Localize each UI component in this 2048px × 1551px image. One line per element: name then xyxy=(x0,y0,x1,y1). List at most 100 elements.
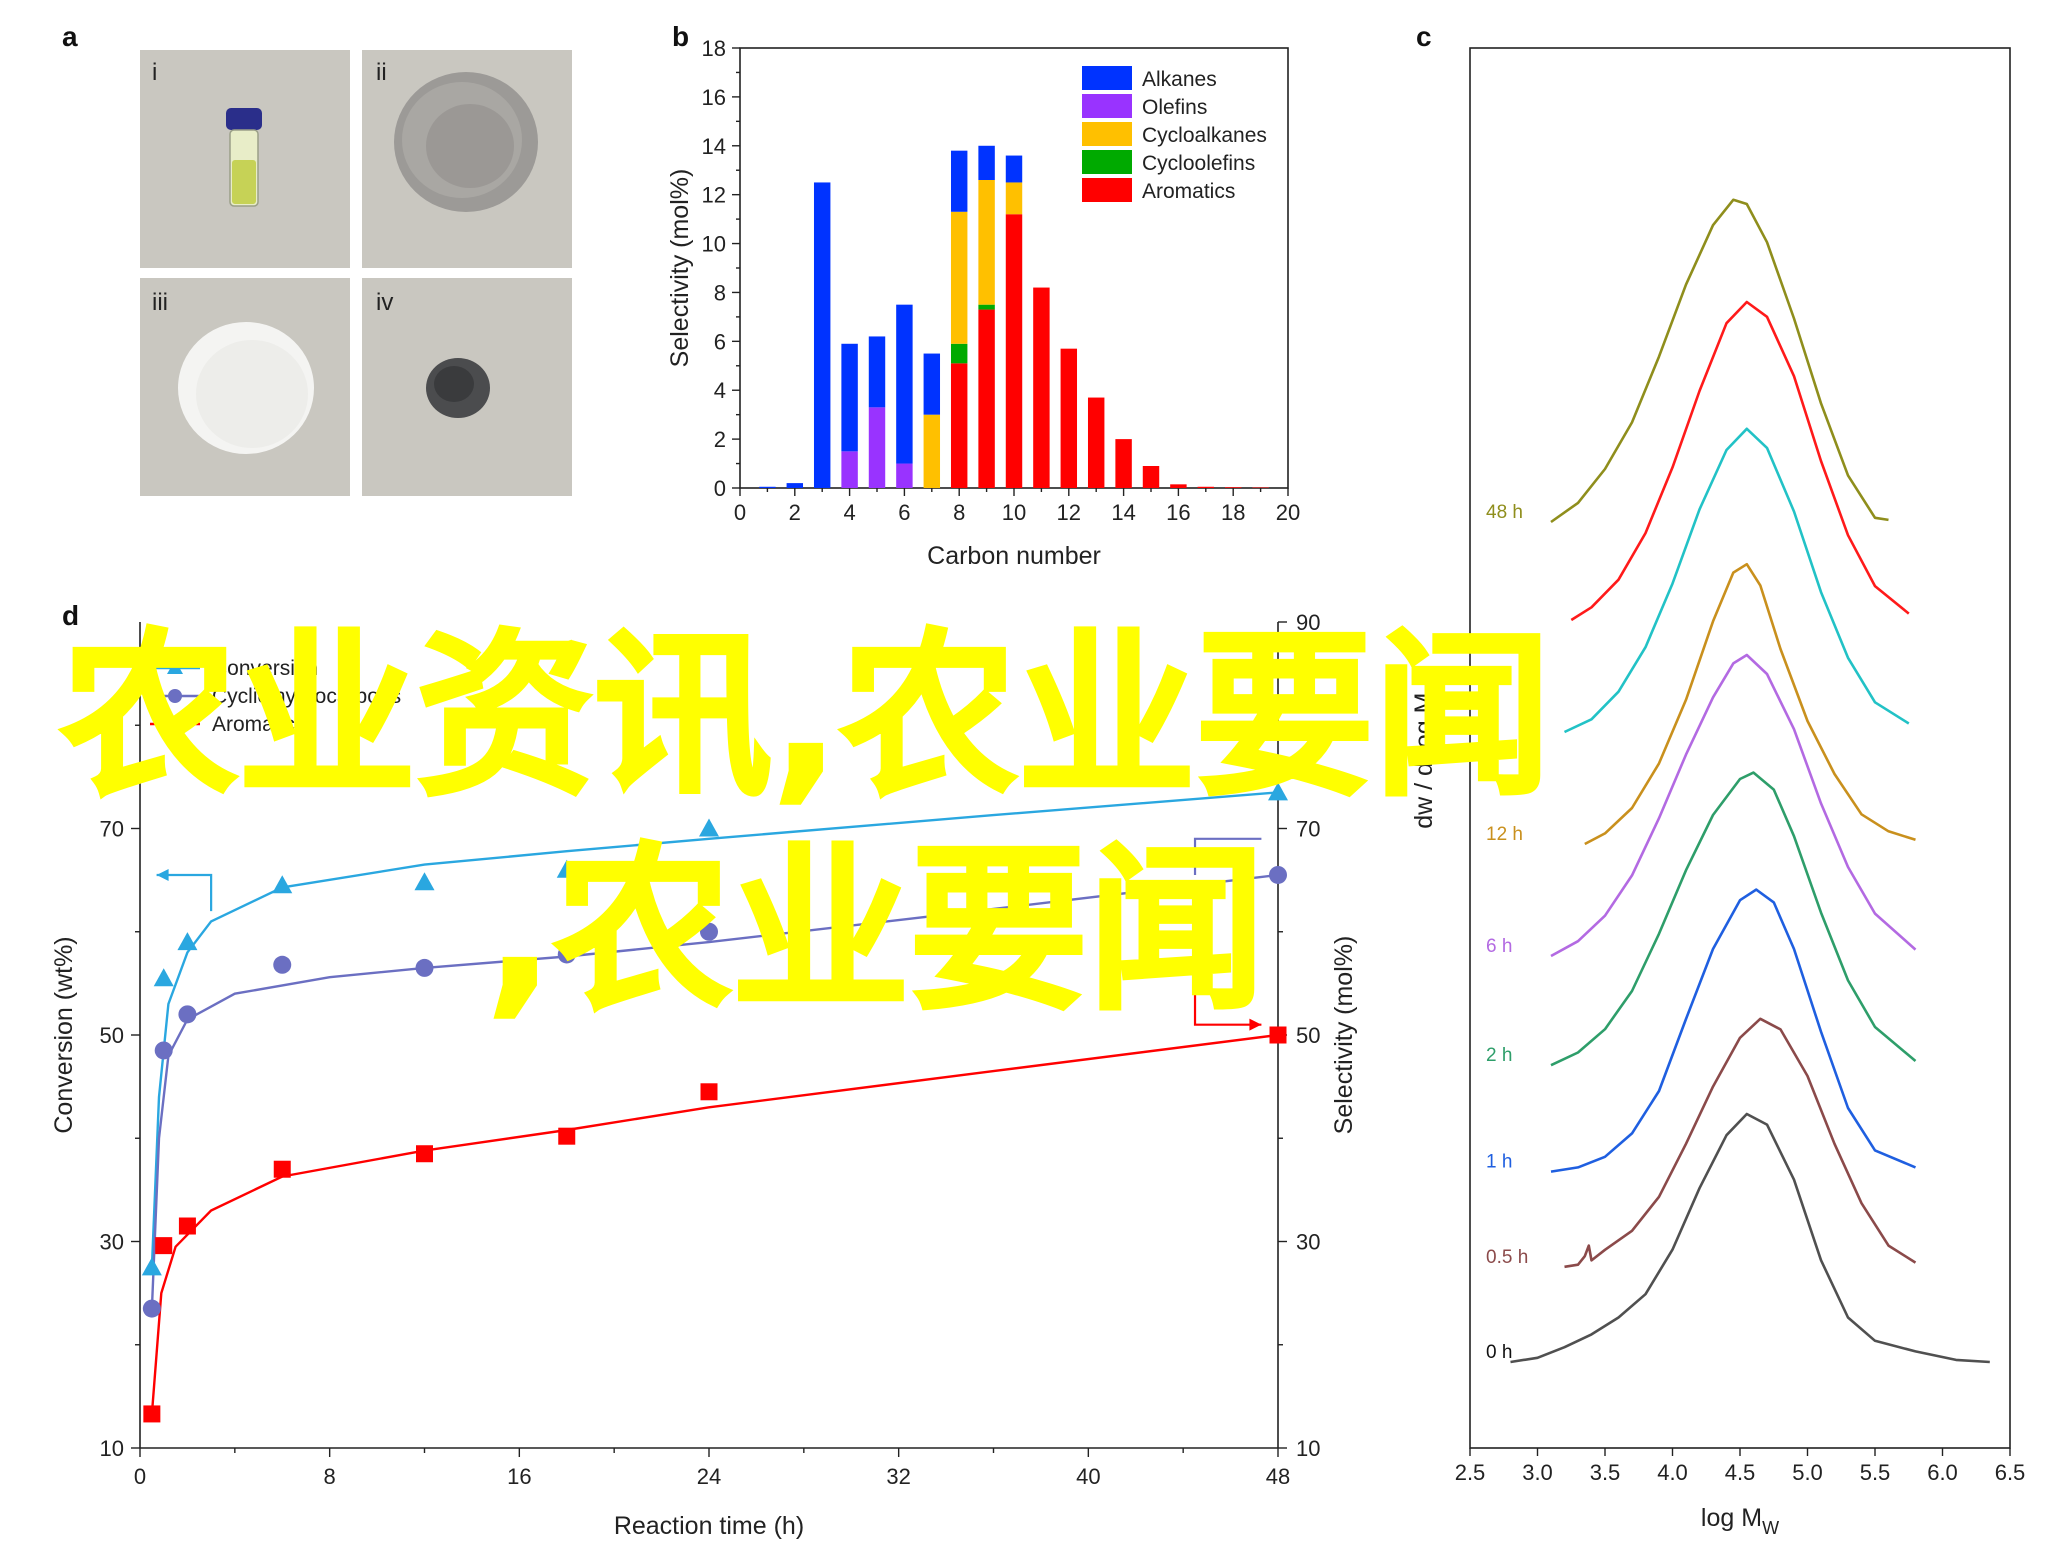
panel-b-letter: b xyxy=(672,21,689,52)
conversion-marker xyxy=(272,875,293,894)
gpc-curve xyxy=(1550,888,1917,1173)
x-axis-title: Carbon number xyxy=(927,542,1101,570)
bar-segment xyxy=(923,414,941,488)
curve-label: 1 h xyxy=(1486,1152,1512,1173)
x-tick-label: 5.0 xyxy=(1792,1460,1823,1485)
y-right-tick-label: 10 xyxy=(1296,1436,1320,1461)
gpc-curve xyxy=(1550,653,1917,958)
cyclic-marker xyxy=(415,958,434,977)
legend-label: Aromatics xyxy=(1142,180,1235,203)
curve-label: 2 h xyxy=(1486,1045,1512,1066)
x-tick-label: 3.0 xyxy=(1522,1460,1553,1485)
x-tick-label: 4.0 xyxy=(1657,1460,1688,1485)
x-tick-label: 14 xyxy=(1111,500,1135,525)
conversion-marker xyxy=(699,818,719,837)
aromatics-arrowhead xyxy=(1249,1018,1262,1031)
photo-iv-label: iv xyxy=(376,289,393,316)
aromatics-marker xyxy=(416,1145,433,1163)
legend-marker xyxy=(168,717,182,731)
cyclic-marker xyxy=(557,945,576,964)
legend-label: Alkanes xyxy=(1142,68,1217,91)
gpc-curve xyxy=(1564,1017,1917,1269)
y-right-tick-label: 70 xyxy=(1296,817,1320,842)
aromatics-marker xyxy=(178,1217,196,1235)
cyclic-marker xyxy=(1269,865,1287,884)
photo-iv: iv xyxy=(362,278,572,496)
overlay-text-line1: 农业资讯,农业要闻 xyxy=(60,613,1552,820)
legend-swatch xyxy=(1082,150,1132,174)
x-tick-label: 10 xyxy=(1002,500,1026,525)
aromatics-marker xyxy=(558,1127,576,1145)
bar-segment xyxy=(1005,214,1023,488)
x-tick-label: 18 xyxy=(1221,500,1245,525)
gpc-curve xyxy=(1510,1112,1990,1364)
y-left-tick-label: 30 xyxy=(100,1230,124,1255)
x-tick-label: 48 xyxy=(1266,1464,1290,1489)
legend-label: Cyclic hydrocarbons xyxy=(212,685,401,708)
y-tick-label: 4 xyxy=(714,378,726,403)
x-tick-label: 6 xyxy=(898,500,910,525)
y-right-tick-label: 90 xyxy=(1296,610,1320,635)
x-tick-label: 6.5 xyxy=(1995,1460,2026,1485)
curve-label: 0.5 h xyxy=(1486,1247,1528,1268)
aromatics-axis-arrow xyxy=(1193,993,1262,1026)
selectivity-bar-chart: 0 2 4 6 8 10 12 14 16 18 20 0 2 4 6 8 10 12 14 16 18 Carbon n… xyxy=(666,36,1300,570)
x-tick-label: 0 xyxy=(134,1464,146,1489)
y-right-tick-label: 50 xyxy=(1296,1023,1320,1048)
aromatics-marker xyxy=(273,1160,291,1178)
bar-segment xyxy=(868,336,886,408)
bar-segment xyxy=(1033,287,1050,488)
bar-segment xyxy=(923,353,941,415)
x-axis-title: Reaction time (h) xyxy=(614,1512,804,1540)
conversion-marker xyxy=(414,872,435,891)
bar-segment xyxy=(786,483,804,488)
bar-segment xyxy=(841,343,858,452)
bar-segment xyxy=(1170,484,1187,488)
legend-label: Conversion xyxy=(212,657,318,680)
photo-i: i xyxy=(140,50,350,268)
y-left-tick-label: 70 xyxy=(100,817,124,842)
x-tick-label: 32 xyxy=(886,1464,910,1489)
bar-segment xyxy=(1224,487,1242,488)
aromatics-marker xyxy=(700,1083,718,1101)
bar-segment xyxy=(813,182,831,488)
x-tick-label: 0 xyxy=(734,500,746,525)
legend-label: Cycloalkanes xyxy=(1142,124,1267,147)
gpc-curve xyxy=(1570,300,1910,622)
bar-segment xyxy=(1060,348,1078,488)
x-tick-label: 4 xyxy=(843,500,855,525)
cyclic-marker xyxy=(178,1005,197,1024)
x-tick-label: 3.5 xyxy=(1590,1460,1621,1485)
x-tick-label: 20 xyxy=(1276,500,1300,525)
bar-segment xyxy=(1115,439,1132,488)
curve-label: 6 h xyxy=(1486,936,1512,957)
gpc-curve xyxy=(1584,562,1916,846)
photo-ii: ii xyxy=(362,50,572,268)
bar-segment xyxy=(1142,466,1160,488)
x-tick-label: 4.5 xyxy=(1725,1460,1756,1485)
bar-segment xyxy=(950,343,968,364)
y-tick-label: 14 xyxy=(702,134,726,159)
photo-i-label: i xyxy=(152,59,157,86)
x-axis-title: log MW xyxy=(1701,1504,1779,1538)
bar-segment xyxy=(978,180,995,305)
legend-swatch xyxy=(1082,94,1132,118)
x-tick-label: 2 xyxy=(789,500,801,525)
x-tick-label: 5.5 xyxy=(1860,1460,1891,1485)
curve-label: 12 h xyxy=(1486,824,1523,845)
y-tick-label: 0 xyxy=(714,476,726,501)
y-tick-label: 6 xyxy=(714,329,726,354)
photo-iii: iii xyxy=(140,278,350,496)
legend-marker xyxy=(167,660,183,674)
bar-segment xyxy=(841,451,858,488)
aromatics-marker xyxy=(1269,1026,1287,1044)
photo-iii-label: iii xyxy=(152,289,168,316)
bar-segment xyxy=(950,150,968,212)
bar-segment xyxy=(868,407,886,488)
conversion-marker xyxy=(556,859,577,878)
gpc-curve xyxy=(1563,427,1910,734)
y-left-tick-label: 50 xyxy=(100,1023,124,1048)
y-tick-label: 16 xyxy=(702,85,726,110)
